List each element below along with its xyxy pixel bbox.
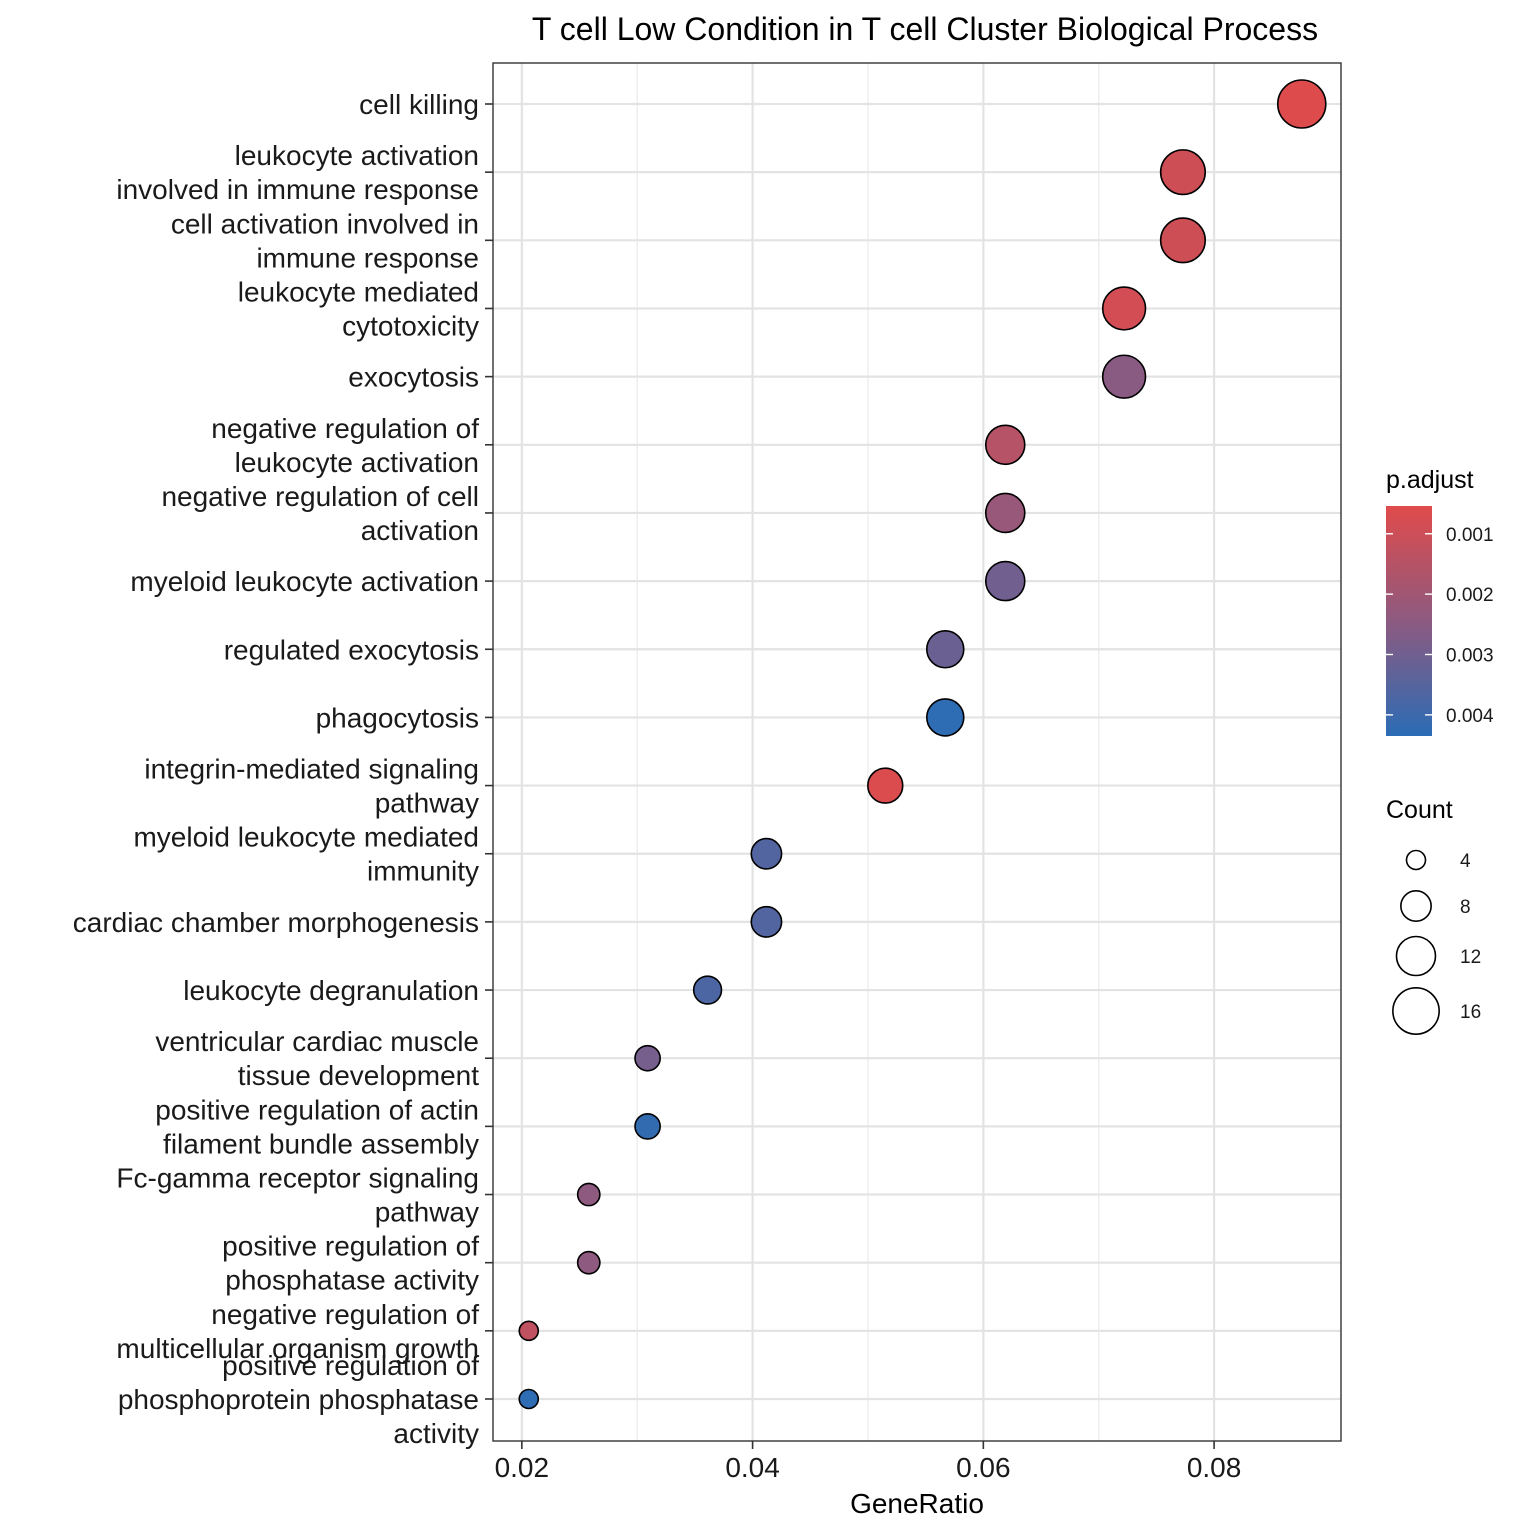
y-tick-label: leukocyte activation: [235, 447, 479, 478]
y-tick-label: cytotoxicity: [342, 311, 479, 342]
point-ventricular-cardiac-muscle-tissue-development: [634, 1044, 661, 1072]
y-tick-label: pathway: [375, 1197, 479, 1228]
y-tick-label: activation: [361, 515, 479, 546]
point-negative-regulation-of-cell-activation: [984, 492, 1026, 534]
size-legend-key: [1405, 849, 1427, 871]
point-positive-regulation-of-phosphatase-activity: [576, 1250, 601, 1275]
y-tick-label: negative regulation of: [211, 413, 479, 444]
y-tick-label: filament bundle assembly: [163, 1128, 479, 1159]
size-legend-label: 16: [1460, 1002, 1481, 1023]
y-tick-label: myeloid leukocyte mediated: [133, 822, 479, 853]
y-tick-label: multicellular organism growth: [116, 1333, 479, 1364]
y-tick-label: positive regulation of: [222, 1350, 479, 1381]
point-myeloid-leukocyte-mediated-immunity: [750, 837, 783, 870]
point-leukocyte-activation-involved-in-immune-response: [1159, 149, 1207, 196]
y-tick-label: leukocyte degranulation: [183, 975, 479, 1006]
point-cardiac-chamber-morphogenesis: [750, 905, 783, 938]
grid-major: [493, 63, 1341, 1441]
data-points: [518, 79, 1327, 1410]
y-tick-label: leukocyte mediated: [238, 277, 479, 308]
y-tick-label: ventricular cardiac muscle: [155, 1026, 479, 1057]
y-tick-label: cell killing: [359, 89, 479, 120]
y-tick-label: negative regulation of: [211, 1299, 479, 1330]
y-tick-label: myeloid leukocyte activation: [130, 566, 479, 597]
x-tick-label: 0.02: [495, 1452, 550, 1483]
color-legend-label: 0.004: [1446, 706, 1494, 727]
point-phagocytosis: [925, 698, 965, 737]
point-negative-regulation-of-leukocyte-activation: [984, 424, 1026, 466]
y-tick-label: Fc-gamma receptor signaling: [116, 1163, 479, 1194]
size-legend-label: 12: [1460, 947, 1481, 968]
size-legend-title: Count: [1386, 796, 1453, 824]
color-legend-label: 0.002: [1446, 585, 1494, 606]
point-regulated-exocytosis: [925, 629, 965, 669]
size-legend-key: [1392, 987, 1440, 1035]
y-tick-label: integrin-mediated signaling: [144, 754, 479, 785]
color-legend-label: 0.001: [1446, 525, 1494, 546]
size-legend-label: 4: [1460, 851, 1471, 872]
plot-border: [492, 62, 1342, 1442]
point-cell-killing: [1276, 79, 1327, 129]
point-fc-gamma-receptor-signaling-pathway: [576, 1182, 601, 1207]
point-exocytosis: [1101, 354, 1147, 399]
size-legend: Count 4 8 12 16: [1386, 796, 1481, 1035]
y-tick-label: exocytosis: [348, 362, 479, 393]
y-tick-label: cardiac chamber morphogenesis: [73, 907, 479, 938]
size-legend-label: 8: [1460, 897, 1471, 918]
x-tick-label: 0.06: [956, 1452, 1011, 1483]
color-legend-bar: [1386, 506, 1432, 736]
x-tick-label: 0.04: [725, 1452, 780, 1483]
color-legend: p.adjust 0.001 0.002 0.003 0.004: [1386, 466, 1494, 736]
y-tick-label: pathway: [375, 788, 479, 819]
y-tick-label: positive regulation of actin: [155, 1094, 479, 1125]
y-tick-label: negative regulation of cell: [161, 481, 479, 512]
chart-title: T cell Low Condition in T cell Cluster B…: [532, 11, 1318, 47]
grid-minor: [636, 63, 1100, 1441]
color-legend-label: 0.003: [1446, 646, 1494, 667]
y-tick-label: leukocyte activation: [235, 140, 479, 171]
y-tick-label: phosphatase activity: [225, 1265, 479, 1296]
y-tick-label: activity: [393, 1418, 479, 1449]
point-positive-regulation-of-phosphoprotein-phosphatase-activity: [518, 1388, 540, 1410]
point-integrin-mediated-signaling-pathway: [867, 767, 904, 804]
color-legend-title: p.adjust: [1386, 466, 1474, 494]
plot-panel: [493, 63, 1341, 1441]
x-tick-label: 0.08: [1187, 1452, 1242, 1483]
size-legend-key: [1395, 935, 1437, 977]
point-cell-activation-involved-in-immune-response: [1159, 217, 1207, 264]
x-axis: 0.02 0.04 0.06 0.08: [495, 1441, 1242, 1483]
y-tick-label: involved in immune response: [116, 174, 479, 205]
point-leukocyte-mediated-cytotoxicity: [1101, 286, 1147, 331]
x-axis-title: GeneRatio: [850, 1488, 984, 1519]
point-negative-regulation-of-multicellular-organism-growth: [518, 1320, 540, 1342]
point-leukocyte-degranulation: [692, 975, 723, 1005]
y-tick-label: tissue development: [238, 1060, 479, 1091]
y-tick-label: positive regulation of: [222, 1231, 479, 1262]
y-tick-label: cell activation involved in: [171, 208, 479, 239]
point-myeloid-leukocyte-activation: [984, 560, 1026, 602]
y-tick-label: phosphoprotein phosphatase: [118, 1384, 479, 1415]
y-tick-label: immune response: [256, 242, 479, 273]
size-legend-key: [1400, 890, 1432, 922]
y-tick-label: regulated exocytosis: [224, 634, 479, 665]
y-tick-label: phagocytosis: [316, 702, 479, 733]
y-tick-label: immunity: [367, 856, 479, 887]
point-positive-regulation-of-actin-filament-bundle-assembly: [634, 1112, 661, 1140]
